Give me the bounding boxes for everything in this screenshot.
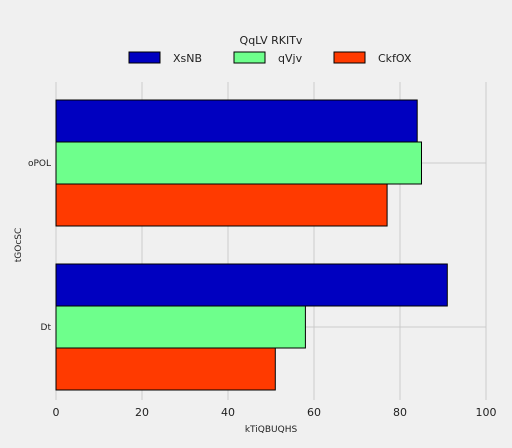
x-tick-label: 0 [53,406,60,419]
category-label: oPOL [28,159,51,169]
bar-CkfOX-oPOL [55,183,388,227]
legend-label: qVjv [278,52,303,65]
legend-label: CkfOX [378,52,412,65]
x-tick-label: 20 [135,406,149,419]
bar-XsNB-oPOL [55,99,418,143]
legend-items: XsNB qVjv CkfOX [128,51,412,65]
bar-CkfOX-Dt [55,347,276,391]
legend-title: QqLV RKITv [240,34,303,47]
x-tick-label: 40 [221,406,235,419]
legend: QqLV RKITv XsNB qVjv CkfOX [128,34,412,65]
x-tick-label: 100 [476,406,497,419]
legend-swatch [128,51,161,64]
legend-swatch [333,51,366,64]
x-tick-label: 80 [393,406,407,419]
x-tick-label: 60 [307,406,321,419]
bar-qVjv-Dt [55,305,306,349]
bars [55,99,448,391]
y-axis-title: tGOcSC [14,228,24,263]
legend-swatch [233,51,266,64]
category-label: Dt [41,323,52,333]
legend-label: XsNB [173,52,202,65]
bar-qVjv-oPOL [55,141,422,185]
x-tick-labels: 0 20 40 60 80 100 [53,406,497,419]
x-axis-title: kTiQBUQHS [245,425,298,435]
category-labels: oPOL Dt [28,159,52,333]
bar-XsNB-Dt [55,263,448,307]
